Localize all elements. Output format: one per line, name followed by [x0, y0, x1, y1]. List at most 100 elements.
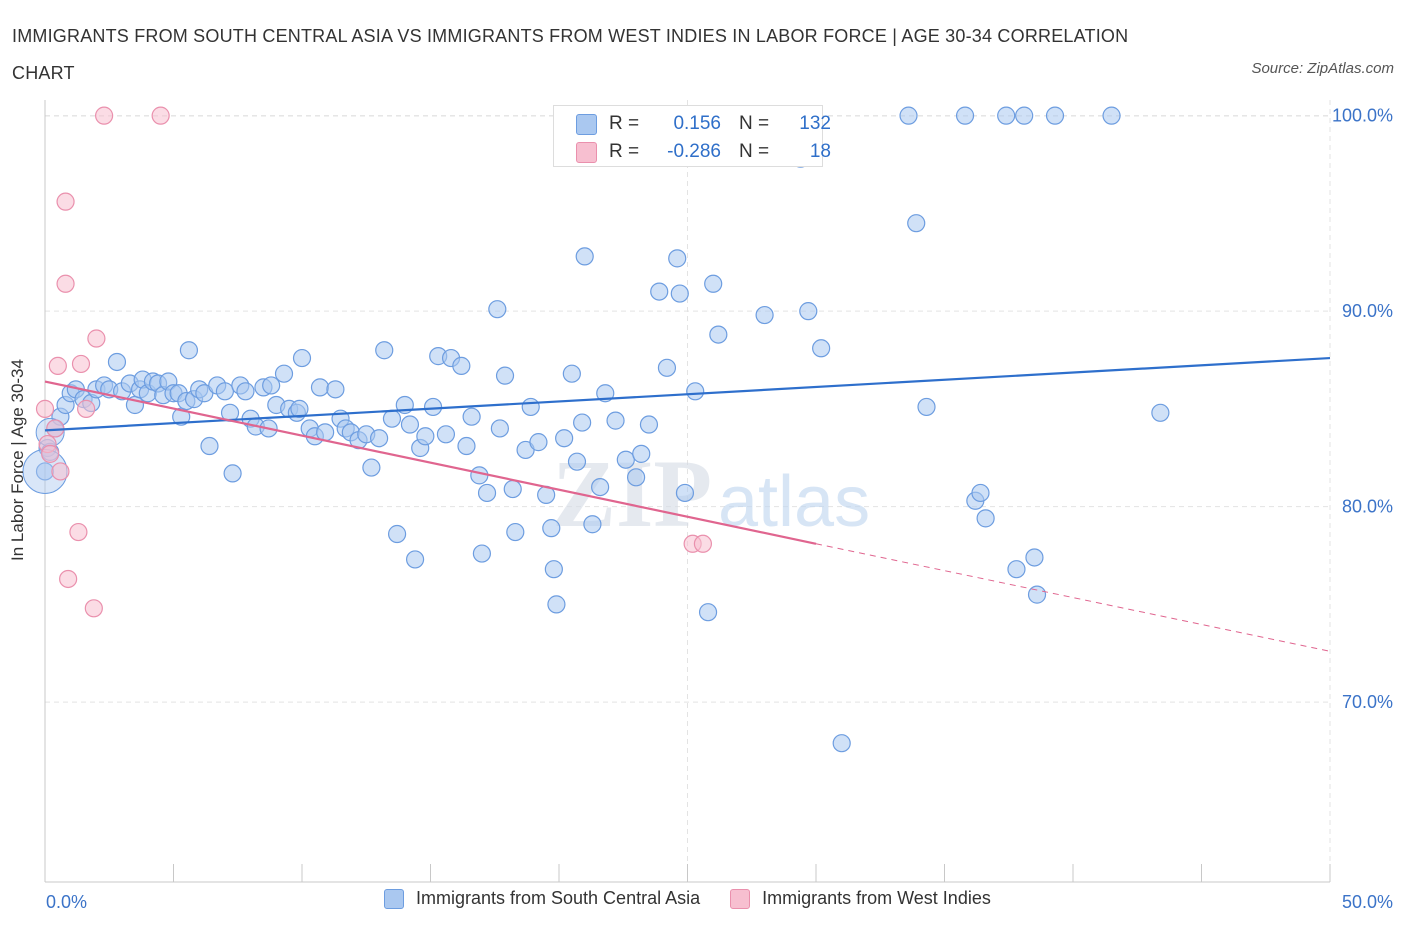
data-point-blue [799, 302, 818, 321]
data-point-pink [48, 356, 67, 375]
y-tick-label: 90.0% [1342, 301, 1393, 321]
trend-line-pink-extrapolated [815, 543, 1331, 652]
data-point-pink [77, 399, 96, 418]
data-point-blue [596, 384, 615, 403]
data-point-blue [423, 397, 443, 417]
data-point-blue [488, 300, 507, 319]
pink-r-value: -0.286 [667, 141, 721, 162]
data-point-blue [709, 325, 728, 344]
data-point-blue [290, 399, 309, 418]
data-point-blue [583, 515, 602, 534]
r-label: R = [609, 113, 640, 134]
data-point-blue [670, 284, 689, 303]
data-point-blue [547, 595, 566, 614]
legend-item-pink[interactable]: Immigrants from West Indies [730, 888, 991, 909]
blue-r-value: 0.156 [673, 113, 721, 134]
data-point-blue [971, 483, 990, 503]
data-point-pink [59, 569, 78, 589]
data-point-blue [1025, 548, 1044, 567]
data-point-blue [657, 358, 677, 377]
blue-n-value: 132 [799, 113, 831, 134]
n-label: N = [739, 141, 770, 162]
r-label: R = [609, 141, 640, 162]
x-tick-label: 0.0% [46, 892, 87, 912]
data-point-blue [462, 407, 481, 426]
data-point-pink [151, 106, 170, 125]
data-point-blue [236, 382, 255, 401]
stats-row-blue: R = 0.156 N = 132 [576, 112, 831, 136]
data-point-blue [521, 397, 540, 417]
data-point-blue [907, 214, 926, 233]
data-point-blue [591, 477, 610, 497]
data-point-blue [917, 397, 936, 417]
data-point-blue [477, 483, 497, 503]
blue-swatch [576, 113, 597, 135]
data-point-blue [416, 427, 435, 446]
legend-blue-label: Immigrants from South Central Asia [416, 888, 701, 908]
data-point-blue [274, 364, 294, 383]
data-point-blue [506, 522, 525, 542]
trend-line-blue [44, 356, 1331, 432]
data-point-blue [200, 436, 219, 456]
data-point-blue [1027, 585, 1047, 604]
data-point-blue [832, 734, 851, 753]
series-south-central-asia [22, 106, 1170, 753]
data-point-pink [87, 329, 106, 348]
data-point-blue [292, 348, 312, 368]
data-point-blue [955, 106, 975, 125]
data-point-blue [704, 274, 723, 293]
data-point-pink [71, 354, 91, 374]
data-point-blue [899, 106, 918, 125]
data-point-blue [387, 524, 407, 544]
x-tick-label: 50.0% [1342, 892, 1393, 912]
trend-line-pink [44, 380, 817, 545]
data-point-pink [51, 462, 70, 481]
chart-title: IMMIGRANTS FROM SOUTH CENTRAL ASIA VS IM… [12, 26, 1129, 83]
y-tick-label: 100.0% [1332, 106, 1393, 126]
data-point-blue [1007, 560, 1026, 579]
data-point-blue [529, 433, 548, 452]
data-point-pink [693, 534, 713, 553]
data-point-blue [310, 378, 330, 397]
series-west-indies [35, 106, 713, 618]
y-tick-label: 70.0% [1342, 692, 1393, 712]
correlation-stats-box: R = 0.156 N = 132 R = -0.286 N = 18 [553, 105, 831, 167]
data-point-blue [997, 106, 1016, 125]
stats-row-pink: R = -0.286 N = 18 [576, 140, 831, 164]
data-point-blue [555, 429, 574, 448]
data-point-pink [69, 522, 88, 542]
data-point-blue [668, 249, 687, 268]
pink-swatch [576, 141, 597, 163]
data-point-blue [375, 341, 394, 360]
pink-n-value: 18 [809, 141, 831, 162]
data-point-blue [1045, 106, 1065, 125]
chart-legend: Immigrants from South Central Asia Immig… [384, 888, 1021, 909]
data-point-blue [1102, 106, 1121, 125]
data-point-blue [400, 415, 420, 434]
y-axis-label: In Labor Force | Age 30-34 [8, 359, 27, 561]
y-tick-label: 80.0% [1342, 497, 1393, 517]
data-point-blue [503, 479, 522, 499]
data-point-blue [632, 444, 651, 463]
legend-pink-label: Immigrants from West Indies [762, 888, 991, 908]
data-point-blue [490, 419, 509, 438]
data-point-blue [262, 376, 281, 395]
trend-lines [44, 356, 1331, 652]
data-point-pink [95, 106, 114, 125]
data-point-blue [606, 411, 625, 430]
data-point-blue [179, 341, 199, 360]
data-point-blue [686, 382, 705, 401]
data-point-blue [616, 450, 635, 469]
data-point-blue [698, 603, 718, 622]
data-point-blue [405, 550, 425, 569]
data-point-blue [382, 409, 402, 428]
data-point-pink [56, 192, 75, 211]
axes [44, 100, 1331, 883]
legend-pink-swatch [730, 888, 751, 909]
data-point-blue [326, 380, 345, 399]
data-point-blue [452, 356, 471, 375]
data-point-blue [362, 458, 381, 477]
legend-item-blue[interactable]: Immigrants from South Central Asia [384, 888, 700, 909]
watermark-atlas: atlas [718, 462, 870, 542]
